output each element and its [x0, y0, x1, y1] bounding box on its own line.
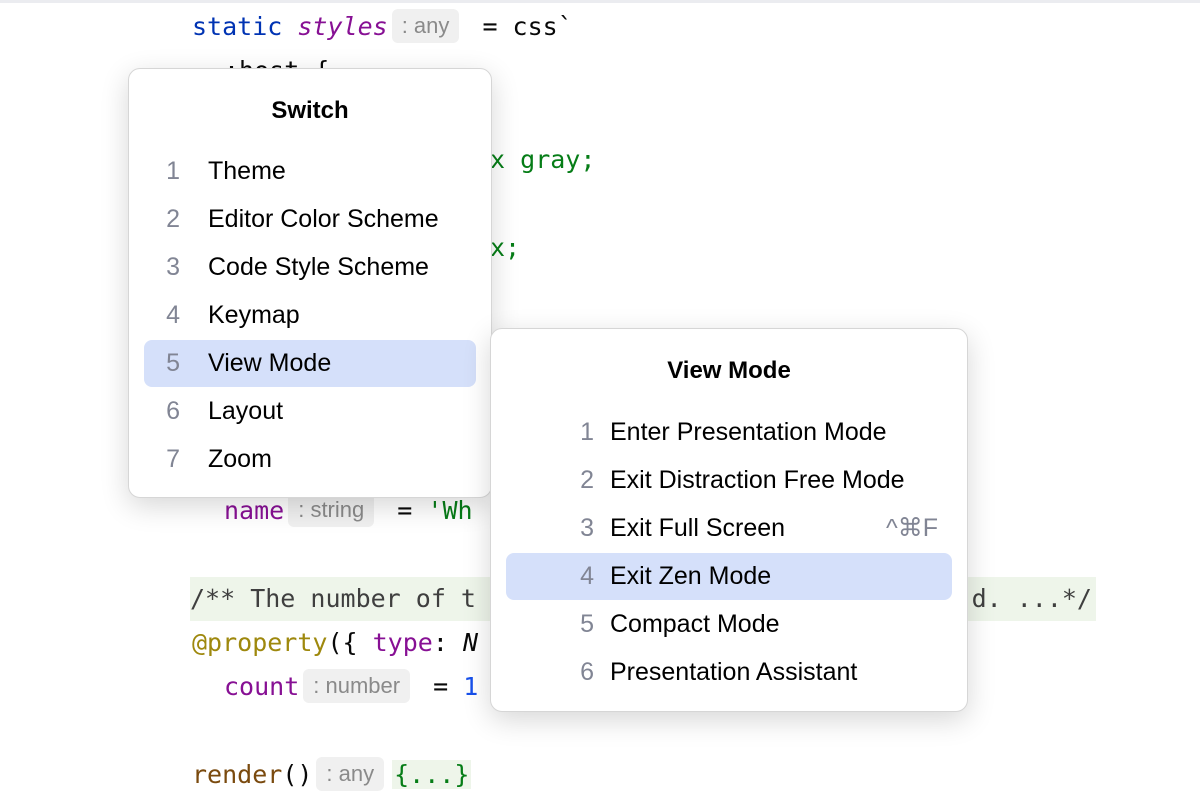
inlay-hint: : string: [288, 493, 375, 527]
code-token: N: [462, 628, 479, 657]
inlay-hint: : any: [391, 9, 460, 43]
menu-item-code-style-scheme[interactable]: 3 Code Style Scheme: [144, 244, 476, 291]
menu-item-label: Layout: [208, 397, 284, 425]
mnemonic-number: 5: [166, 349, 180, 377]
menu-item-compact-mode[interactable]: 5 Compact Mode: [506, 601, 952, 648]
popup-title: View Mode: [667, 357, 791, 384]
menu-item-exit-zen-mode[interactable]: 4 Exit Zen Mode: [506, 553, 952, 600]
code-token: @property: [192, 628, 328, 657]
menu-item-label: Presentation Assistant: [610, 658, 858, 686]
shortcut-label: ^⌘F: [885, 514, 938, 542]
menu-item-label: View Mode: [208, 349, 332, 377]
mnemonic-number: 4: [166, 301, 180, 329]
menu-item-label: Exit Distraction Free Mode: [610, 466, 905, 494]
code-token: = css`: [467, 12, 573, 41]
view-mode-popup: View Mode 1 Enter Presentation Mode 2 Exit …: [490, 328, 968, 712]
code-token: (): [282, 760, 313, 789]
code-line: static styles: any = css`: [192, 5, 573, 49]
menu-item-theme[interactable]: 1 Theme: [144, 148, 476, 195]
menu-item-label: Exit Full Screen: [610, 514, 786, 542]
mnemonic-number: 1: [580, 418, 594, 446]
code-token: 1: [463, 672, 479, 701]
menu-item-label: Code Style Scheme: [208, 253, 429, 281]
code-line: count: number = 1: [224, 665, 478, 709]
code-token: type: [372, 628, 433, 657]
folded-code[interactable]: {...}: [392, 760, 472, 789]
menu-item-label: Keymap: [208, 301, 300, 329]
code-token: name: [224, 496, 285, 525]
code-line: @property({ type: N: [192, 621, 478, 665]
switch-popup: Switch 1 Theme 2 Editor Color Scheme 3 Code S…: [128, 68, 492, 498]
top-border: [0, 0, 1200, 3]
popup-title: Switch: [271, 97, 349, 124]
comment-text: /** The number of t: [190, 584, 476, 613]
code-line: px gray;: [475, 145, 596, 174]
menu-item-label: Compact Mode: [610, 610, 780, 638]
code-token: =: [382, 496, 428, 525]
code-token: ({: [327, 628, 373, 657]
code-token: styles: [297, 12, 388, 41]
menu-item-label: Enter Presentation Mode: [610, 418, 887, 446]
menu-item-keymap[interactable]: 4 Keymap: [144, 292, 476, 339]
code-token: =: [418, 672, 464, 701]
menu-item-label: Editor Color Scheme: [208, 205, 439, 233]
comment-text: d. ...*/: [971, 584, 1092, 613]
code-token: count: [224, 672, 300, 701]
mnemonic-number: 3: [580, 514, 594, 542]
menu-item-layout[interactable]: 6 Layout: [144, 388, 476, 435]
mnemonic-number: 7: [166, 445, 180, 473]
menu-item-exit-distraction-free-mode[interactable]: 2 Exit Distraction Free Mode: [506, 457, 952, 504]
menu-item-presentation-assistant[interactable]: 6 Presentation Assistant: [506, 649, 952, 696]
menu-item-label: Exit Zen Mode: [610, 562, 772, 590]
menu-item-enter-presentation-mode[interactable]: 1 Enter Presentation Mode: [506, 409, 952, 456]
mnemonic-number: 6: [166, 397, 180, 425]
code-line: name: string = 'Wh: [224, 489, 473, 533]
code-line: x;: [490, 233, 521, 262]
code-token: :: [432, 628, 463, 657]
inlay-hint: : number: [303, 669, 411, 703]
menu-item-editor-color-scheme[interactable]: 2 Editor Color Scheme: [144, 196, 476, 243]
mnemonic-number: 1: [166, 157, 180, 185]
mnemonic-number: 4: [580, 562, 594, 590]
code-token: static: [192, 12, 283, 41]
mnemonic-number: 2: [580, 466, 594, 494]
menu-item-zoom[interactable]: 7 Zoom: [144, 436, 476, 483]
menu-item-exit-full-screen[interactable]: 3 Exit Full Screen ^⌘F: [506, 505, 952, 552]
menu-item-view-mode[interactable]: 5 View Mode: [144, 340, 476, 387]
code-line: render(): any {...}: [192, 753, 472, 797]
code-token: render: [192, 760, 283, 789]
menu-item-label: Theme: [208, 157, 286, 185]
mnemonic-number: 3: [166, 253, 180, 281]
mnemonic-number: 5: [580, 610, 594, 638]
code-token: 'Wh: [427, 496, 473, 525]
inlay-hint: : any: [316, 757, 385, 791]
menu-item-label: Zoom: [208, 445, 272, 473]
mnemonic-number: 6: [580, 658, 594, 686]
mnemonic-number: 2: [166, 205, 180, 233]
